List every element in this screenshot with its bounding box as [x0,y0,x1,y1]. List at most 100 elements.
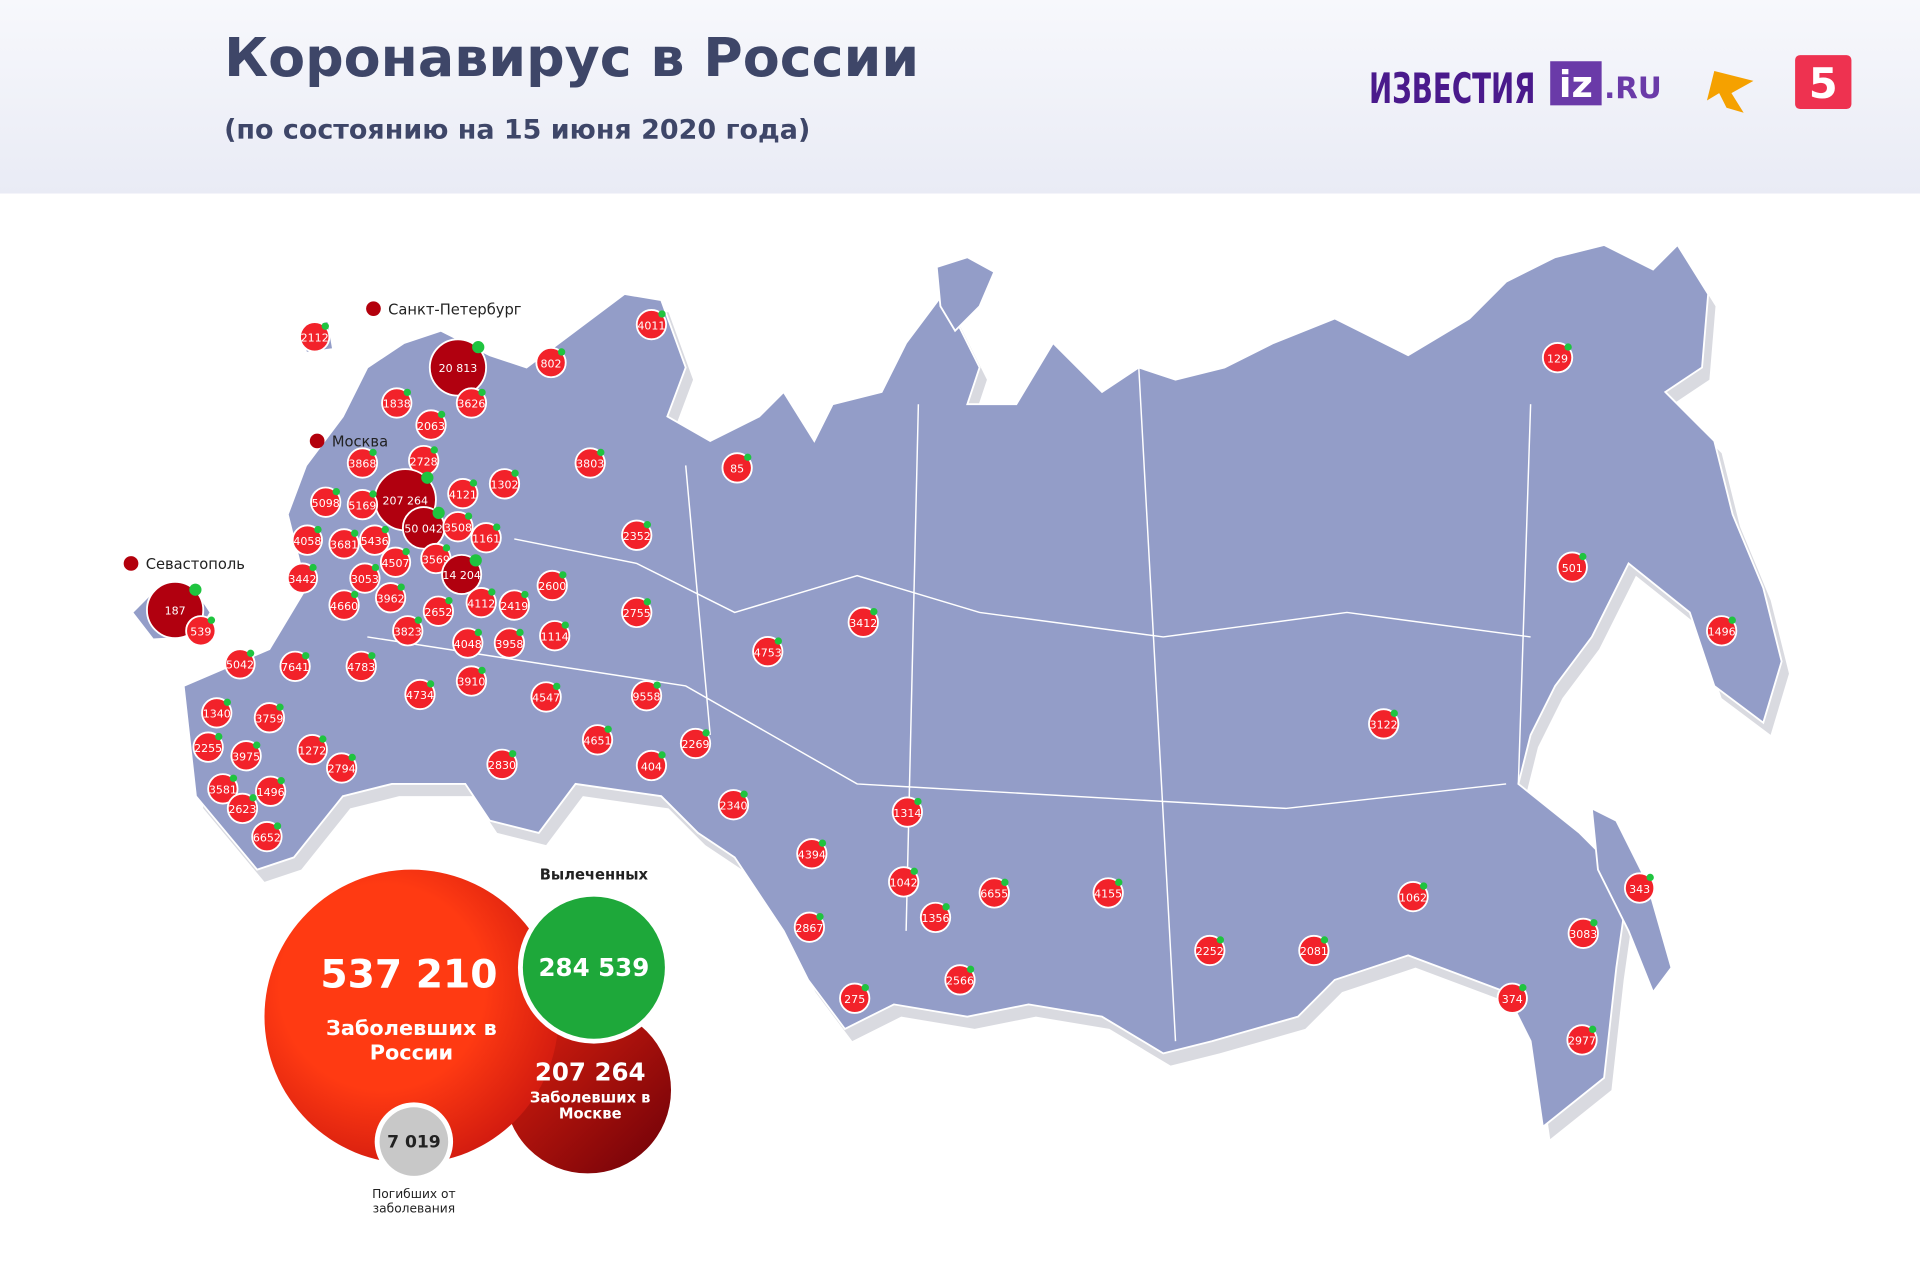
region-value: 1496 [257,786,285,799]
recovered-dot [350,529,359,537]
logo-iz: iz [1559,63,1593,106]
region-bubble [978,877,1010,909]
region-value: 2794 [328,763,356,776]
region-value: 3823 [394,626,422,639]
region-value: 3962 [377,592,405,605]
recovered-dot [561,621,569,629]
recovered-dot [1390,709,1398,717]
recovered-dot [870,607,878,616]
recovered-dot [478,666,486,675]
recovered-dot [942,903,950,911]
region-value: 4048 [454,638,482,651]
region-bubble [581,724,614,756]
region-bubbles: 2112 20 813 3626 802 4011 1838 2063 2728 3868 207… [146,308,1738,1056]
recovered-dot [414,616,423,624]
region-value: 20 813 [439,362,478,375]
region-value: 3681 [330,539,358,552]
recovered-circle [522,896,665,1039]
region-bubble [574,447,606,479]
recovered-dot [774,637,783,645]
region-value: 3442 [288,573,316,586]
city-dot [366,301,381,317]
city-label: Москва [332,434,388,451]
recovered-dot [658,310,666,318]
region-value: 207 264 [383,494,429,507]
recovered-dot [511,469,519,477]
recovered-dot [744,453,752,461]
region-bubble [207,773,239,805]
recovered-dot [1115,878,1123,887]
region-value: 1496 [1708,626,1736,639]
region-bubble [455,665,488,697]
region-value: 4011 [637,319,665,332]
cases-circle [264,869,559,1164]
recovered-label: Вылеченных [540,866,649,883]
region-value: 6652 [253,831,281,844]
recovered-dot [658,751,666,759]
logo-ru: .RU [1604,71,1662,105]
region-value: 5042 [226,659,254,672]
region-bubble [1397,880,1429,913]
region-value: 85 [730,463,744,476]
region-value: 2419 [500,600,528,613]
region-value: 5098 [312,497,340,510]
recovered-dot [403,388,411,397]
subtitle: (по состоянию на 15 июня 2020 года) [224,114,810,145]
region-value: 4753 [754,646,782,659]
logo-ren [1706,71,1754,113]
region-bubble [1567,917,1599,949]
region-value: 2600 [538,580,566,593]
region-bubble [1566,1024,1598,1056]
region-value: 4660 [330,600,358,613]
region-value: 1838 [383,398,411,411]
region-bubble [392,615,424,647]
region-bubble [404,678,436,711]
region-bubble [296,734,328,766]
recovered-dot [818,839,827,847]
region-bubble [1541,342,1574,374]
region-bubble [299,321,331,353]
region-bubble [621,596,653,629]
region-value: 2081 [1300,945,1328,958]
recovered-dot [277,777,285,785]
recovered-dot [309,563,317,572]
recovered-dot [914,797,922,806]
recovered-dot [702,729,710,737]
region-bubble [328,589,360,621]
logo-iz-box [1550,61,1602,106]
region-bubble [888,866,920,898]
region-bubble [422,595,454,627]
region-bubble [630,680,663,712]
region-value: 275 [844,993,865,1006]
region-bubble [447,478,479,510]
recovered-dot [604,725,612,733]
region-value: 5169 [348,499,376,512]
region-value: 404 [641,760,662,773]
region-value: 4121 [449,488,477,501]
region-value: 3508 [444,521,472,534]
region-value: 1314 [893,807,921,820]
recovered-dot [369,490,377,498]
region-value: 3975 [232,750,260,763]
recovered-dot [229,774,238,782]
region-bubble [891,796,923,828]
region-bubble [539,620,571,652]
region-value: 4394 [798,848,826,861]
region-value: 2867 [795,922,823,935]
region-bubble [847,606,879,638]
region-bubble [375,582,407,614]
city-legend: Санкт-Петербург Москва Севастополь [123,301,522,573]
region-value: 14 204 [442,569,481,582]
recovered-dot [437,410,446,419]
region-value: 3626 [457,398,485,411]
recovered-dot [223,698,231,706]
region-bubble [1623,872,1656,904]
region-value: 4155 [1094,888,1122,901]
region-value: 3803 [576,458,604,471]
region-bubble [291,524,323,556]
region-value: 1356 [921,912,949,925]
region-bubble [328,528,360,560]
recovered-dot [332,487,340,496]
region-value: 2977 [1568,1035,1596,1048]
recovered-value: 284 539 [539,953,650,982]
